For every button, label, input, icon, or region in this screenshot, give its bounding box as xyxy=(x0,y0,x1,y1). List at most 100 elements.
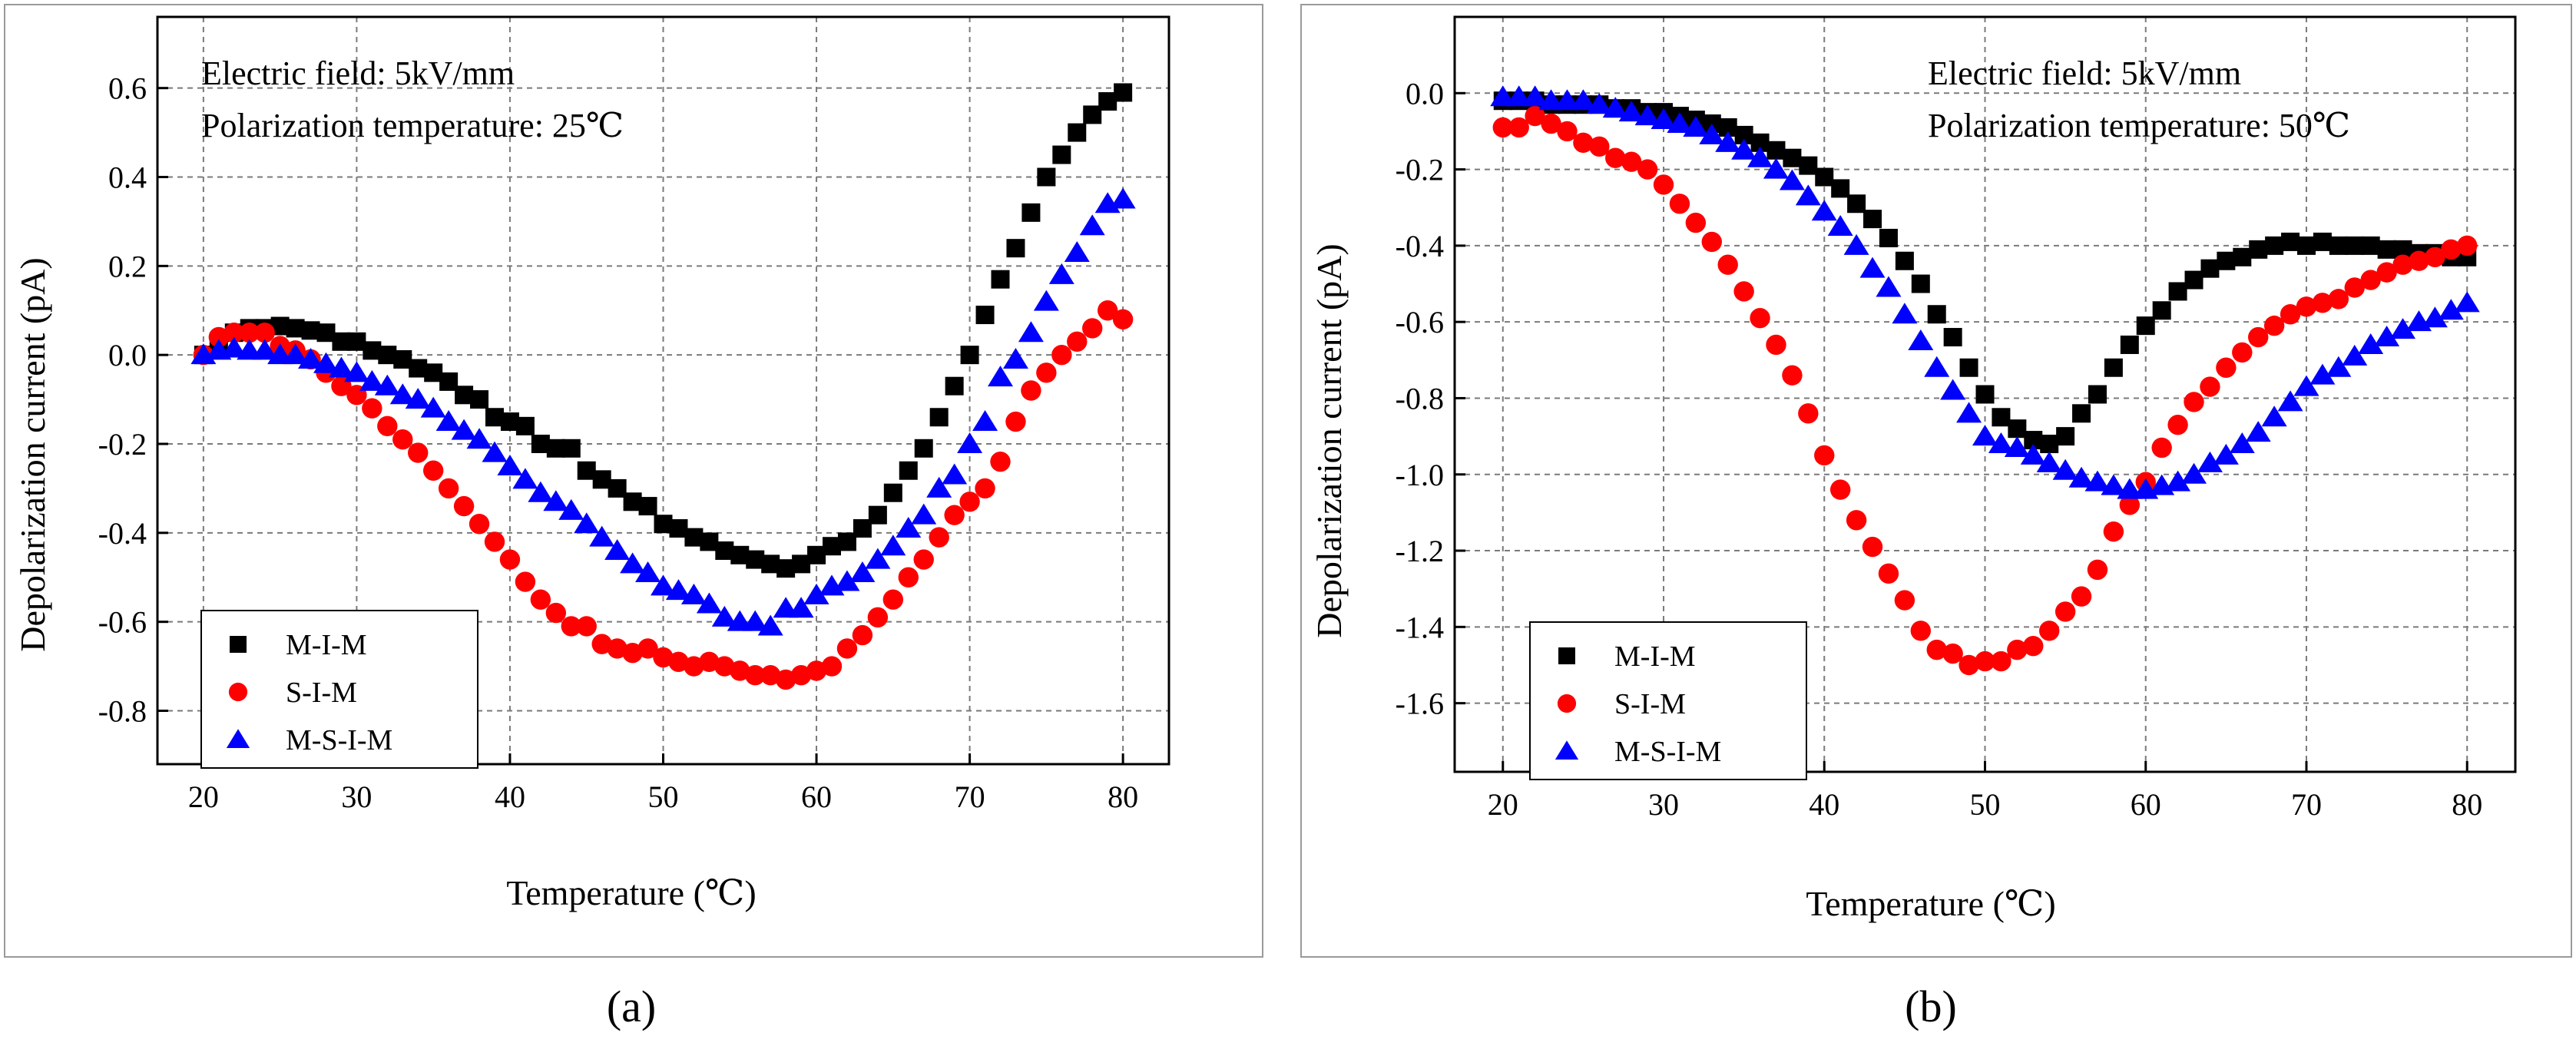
panel-b-m-s-i-m-point-1 xyxy=(1506,85,1532,107)
panel-a-m-s-i-m-point-53 xyxy=(1002,347,1028,369)
panel-b-m-s-i-m-point-0 xyxy=(1490,85,1516,107)
panel-b-m-s-i-m-point-12 xyxy=(1683,115,1709,137)
panel-a-m-s-i-m-point-4 xyxy=(252,339,278,360)
panel-b-s-i-m-point-38 xyxy=(2103,521,2124,542)
panel-b-m-s-i-m-point-14 xyxy=(1715,131,1741,152)
panel-a-m-s-i-m-point-31 xyxy=(665,579,691,601)
panel-a-annotation-temperature: Polarization temperature: 25℃ xyxy=(201,107,624,144)
panel-a-legend-label-m-s-i-m: M-S-I-M xyxy=(286,724,392,756)
panel-a-m-s-i-m-point-32 xyxy=(680,583,707,604)
panel-b-m-i-m-point-47 xyxy=(2249,240,2268,259)
panel-b-s-i-m-point-43 xyxy=(2184,392,2204,412)
panel-b-legend-label-m-s-i-m: M-S-I-M xyxy=(1614,736,1721,768)
panel-a-legend-marker-s-i-m xyxy=(228,682,248,702)
panel-b-s-i-m-point-60 xyxy=(2457,235,2478,257)
panel-b-ytick-label-8: 0.0 xyxy=(1406,76,1444,111)
panel-a-m-s-i-m-point-40 xyxy=(803,583,829,604)
panel-b-m-s-i-m-point-28 xyxy=(1940,379,1966,400)
panel-b-s-i-m-point-58 xyxy=(2425,247,2445,267)
panel-a-m-i-m-point-52 xyxy=(991,270,1010,289)
panel-b-m-s-i-m-point-52 xyxy=(2326,356,2352,377)
panel-b-s-i-m-point-10 xyxy=(1653,174,1674,195)
panel-a-m-s-i-m-point-21 xyxy=(512,468,538,489)
panel-a-m-i-m-point-48 xyxy=(929,408,949,427)
panel-b-m-i-m-point-38 xyxy=(2104,358,2123,377)
panel-a-m-i-m-point-53 xyxy=(1006,239,1025,258)
panel-a-s-i-m-point-57 xyxy=(1067,331,1088,352)
panel-a-s-i-m-point-49 xyxy=(944,505,965,525)
panel-b-ytick-label-6: -0.4 xyxy=(1396,229,1444,263)
panel-a-ticks: 20 30 40 50 60 70 80 -0.8 -0.6 -0.4 -0.2 0.0 0.2 0.4 0… xyxy=(98,71,1138,814)
panel-b-s-i-m-point-0 xyxy=(1492,117,1513,138)
panel-b-m-s-i-m-point-45 xyxy=(2213,443,2239,465)
panel-a-m-s-i-m-point-15 xyxy=(420,396,446,418)
panel-b-m-s-i-m-point-58 xyxy=(2422,306,2448,328)
panel-b-m-s-i-m-point-51 xyxy=(2309,363,2336,385)
panel-b-s-i-m-point-49 xyxy=(2280,304,2301,325)
panel-a-m-s-i-m-point-33 xyxy=(696,592,722,614)
panel-a-s-i-m-point-29 xyxy=(637,638,658,659)
panel-b-m-i-m-point-23 xyxy=(1863,210,1882,229)
panel-a-m-s-i-m-point-46 xyxy=(896,517,922,538)
panel-b-m-i-m-point-53 xyxy=(2345,236,2364,255)
panel-a-s-i-m-point-45 xyxy=(882,589,904,610)
panel-b-s-i-m-point-8 xyxy=(1621,151,1642,172)
panel-a-s-i-m-point-44 xyxy=(867,607,889,628)
panel-a-xtick-label-5: 70 xyxy=(955,780,985,814)
panel-b-m-i-m-point-17 xyxy=(1766,141,1786,160)
panel-a-xtick-label-1: 30 xyxy=(341,780,372,814)
panel-b-ytick-label-4: -0.8 xyxy=(1396,381,1444,415)
panel-b-m-i-m-point-30 xyxy=(1975,385,1995,404)
panel-a-m-i-m-point-51 xyxy=(975,306,995,325)
panel-b-s-i-m-point-30 xyxy=(1975,650,1995,672)
panel-a-m-s-i-m-point-6 xyxy=(283,343,309,365)
panel-a-s-i-m-point-18 xyxy=(469,514,490,535)
panel-b-m-i-m-point-21 xyxy=(1831,179,1850,198)
panel-b-m-s-i-m-point-31 xyxy=(1988,432,2014,454)
panel-a-s-i-m-point-11 xyxy=(362,398,382,419)
panel-a-m-s-i-m-point-23 xyxy=(543,490,569,511)
panel-b-series-m-s-i-m xyxy=(1490,85,2480,499)
panel-b-xtick-label-2: 40 xyxy=(1809,787,1839,822)
panel-b-m-s-i-m-point-19 xyxy=(1795,184,1821,206)
panel-a-m-s-i-m-point-20 xyxy=(497,454,523,475)
panel-a-m-i-m-point-29 xyxy=(638,497,657,516)
panel-a-m-i-m-point-17 xyxy=(455,386,474,405)
panel-b-m-s-i-m-point-6 xyxy=(1586,93,1612,114)
panel-a-m-s-i-m-point-11 xyxy=(359,369,385,391)
panel-a-m-s-i-m-point-51 xyxy=(972,410,998,432)
panel-a-s-i-m-point-48 xyxy=(929,527,949,548)
panel-b-s-i-m-point-39 xyxy=(2119,495,2141,515)
panel-b-legend-box xyxy=(1529,621,1807,780)
panel-b-s-i-m-point-11 xyxy=(1669,194,1690,214)
panel-b-m-i-m-point-25 xyxy=(1895,251,1914,270)
panel-b-m-i-m-point-42 xyxy=(2168,282,2187,301)
panel-a-s-i-m-point-24 xyxy=(561,616,581,637)
panel-a-m-s-i-m-point-42 xyxy=(834,570,860,591)
panel-b-s-i-m-point-20 xyxy=(1814,445,1835,466)
panel-a-s-i-m-point-17 xyxy=(453,495,475,517)
panel-b-s-i-m-point-12 xyxy=(1685,212,1707,233)
panel-b-legend: M-I-M S-I-M M-S-I-M xyxy=(1529,621,1807,780)
panel-b-m-s-i-m-point-18 xyxy=(1779,169,1805,190)
panel-b-s-i-m-point-46 xyxy=(2232,342,2253,363)
panel-a-s-i-m-point-2 xyxy=(223,323,244,343)
panel-b-m-s-i-m-point-15 xyxy=(1731,138,1757,160)
panel-a-m-s-i-m-point-27 xyxy=(604,539,631,560)
panel-a-s-i-m-point-42 xyxy=(836,638,858,659)
panel-b-s-i-m-point-18 xyxy=(1782,365,1803,386)
panel-a-s-i-m-point-36 xyxy=(745,664,766,686)
panel-a-legend: M-I-M S-I-M M-S-I-M xyxy=(200,610,478,769)
panel-a-m-s-i-m-point-56 xyxy=(1048,263,1074,284)
panel-a-s-i-m-point-3 xyxy=(239,323,260,343)
panel-a-m-s-i-m-point-57 xyxy=(1064,240,1090,262)
panel-a-ytick-label-4: 0.0 xyxy=(108,338,147,372)
panel-b-m-s-i-m-point-26 xyxy=(1908,329,1934,350)
panel-a-m-i-m-point-54 xyxy=(1021,203,1041,222)
panel-a-s-i-m-point-4 xyxy=(254,323,275,343)
panel-a-x-axis-label: Temperature (℃) xyxy=(506,873,756,912)
panel-a-m-s-i-m-point-25 xyxy=(574,512,600,534)
panel-a-series xyxy=(190,83,1136,690)
panel-b-s-i-m-point-44 xyxy=(2200,376,2220,397)
panel-b-m-s-i-m-point-59 xyxy=(2438,299,2464,320)
